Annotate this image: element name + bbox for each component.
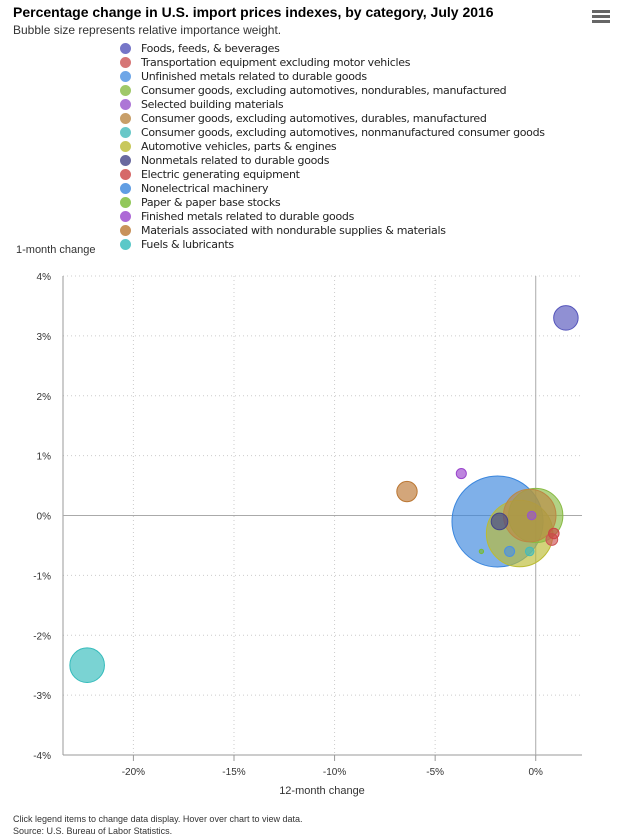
legend-label: Nonmetals related to durable goods (141, 153, 330, 167)
legend-label: Nonelectrical machinery (141, 181, 269, 195)
chart-title: Percentage change in U.S. import prices … (13, 4, 494, 20)
x-tick-label: -15% (222, 767, 245, 778)
legend-marker-icon (120, 168, 131, 180)
x-tick-label: -20% (122, 767, 145, 778)
legend-item[interactable]: Consumer goods, excluding automotives, d… (118, 111, 545, 125)
legend-item[interactable]: Foods, feeds, & beverages (118, 41, 545, 55)
y-tick-label: -3% (33, 691, 51, 702)
hamburger-menu-icon[interactable] (592, 10, 610, 25)
footer-source: Source: U.S. Bureau of Labor Statistics. (13, 826, 173, 836)
y-axis-title: 1-month change (16, 244, 96, 256)
y-tick-label: 0% (37, 512, 52, 523)
legend-item[interactable]: Consumer goods, excluding automotives, n… (118, 83, 545, 97)
legend-label: Consumer goods, excluding automotives, d… (141, 111, 487, 125)
legend-label: Unfinished metals related to durable goo… (141, 69, 367, 83)
legend-marker-icon (120, 182, 131, 194)
legend-marker-icon (120, 238, 131, 250)
legend-marker-icon (120, 196, 131, 208)
legend: Foods, feeds, & beverages Transportation … (118, 41, 545, 251)
legend-label: Materials associated with nondurable sup… (141, 223, 446, 237)
y-tick-label: -4% (33, 751, 51, 762)
legend-item[interactable]: Automotive vehicles, parts & engines (118, 139, 545, 153)
legend-marker-icon (120, 42, 131, 54)
x-tick-label: 0% (529, 767, 544, 778)
legend-marker-icon (120, 98, 131, 110)
legend-item[interactable]: Nonmetals related to durable goods (118, 153, 545, 167)
legend-label: Automotive vehicles, parts & engines (141, 139, 337, 153)
legend-item[interactable]: Unfinished metals related to durable goo… (118, 69, 545, 83)
bubble-14[interactable] (396, 480, 418, 503)
y-tick-label: 2% (37, 392, 52, 403)
legend-marker-icon (120, 154, 131, 166)
legend-marker-icon (120, 126, 131, 138)
bubble-10[interactable] (548, 527, 560, 540)
y-tick-label: 4% (37, 272, 52, 283)
chart-subtitle: Bubble size represents relative importan… (13, 23, 282, 37)
legend-label: Consumer goods, excluding automotives, n… (141, 125, 545, 139)
legend-item[interactable]: Finished metals related to durable goods (118, 209, 545, 223)
bubble-13[interactable] (455, 468, 467, 480)
legend-marker-icon (120, 210, 131, 222)
legend-item[interactable]: Paper & paper base stocks (118, 195, 545, 209)
bubble-1[interactable] (553, 305, 579, 331)
legend-marker-icon (120, 56, 131, 68)
legend-item[interactable]: Materials associated with nondurable sup… (118, 223, 545, 237)
x-axis-title: 12-month change (279, 785, 365, 797)
legend-marker-icon (120, 70, 131, 82)
x-tick-label: -5% (426, 767, 444, 778)
legend-label: Fuels & lubricants (141, 237, 234, 251)
legend-label: Selected building materials (141, 97, 284, 111)
legend-label: Consumer goods, excluding automotives, n… (141, 83, 507, 97)
legend-item[interactable]: Consumer goods, excluding automotives, n… (118, 125, 545, 139)
legend-marker-icon (120, 112, 131, 124)
legend-label: Finished metals related to durable goods (141, 209, 355, 223)
bubble-5[interactable] (526, 510, 537, 521)
legend-item[interactable]: Fuels & lubricants (118, 237, 545, 251)
bubble-15[interactable] (69, 647, 105, 683)
x-tick-label: -10% (323, 767, 346, 778)
bubble-3[interactable] (504, 545, 516, 557)
bubble-9[interactable] (490, 512, 509, 531)
legend-marker-icon (120, 224, 131, 236)
y-tick-label: 3% (37, 332, 52, 343)
legend-label: Paper & paper base stocks (141, 195, 281, 209)
footer-note: Click legend items to change data displa… (13, 814, 303, 824)
bubble-12[interactable] (478, 548, 485, 555)
legend-label: Foods, feeds, & beverages (141, 41, 280, 55)
legend-label: Transportation equipment excluding motor… (141, 55, 411, 69)
legend-item[interactable]: Electric generating equipment (118, 167, 545, 181)
legend-item[interactable]: Selected building materials (118, 97, 545, 111)
y-tick-label: 1% (37, 452, 52, 463)
y-tick-label: -1% (33, 571, 51, 582)
legend-marker-icon (120, 140, 131, 152)
y-tick-label: -2% (33, 631, 51, 642)
legend-item[interactable]: Nonelectrical machinery (118, 181, 545, 195)
legend-marker-icon (120, 84, 131, 96)
legend-item[interactable]: Transportation equipment excluding motor… (118, 55, 545, 69)
legend-label: Electric generating equipment (141, 167, 300, 181)
bubble-7[interactable] (524, 546, 535, 557)
